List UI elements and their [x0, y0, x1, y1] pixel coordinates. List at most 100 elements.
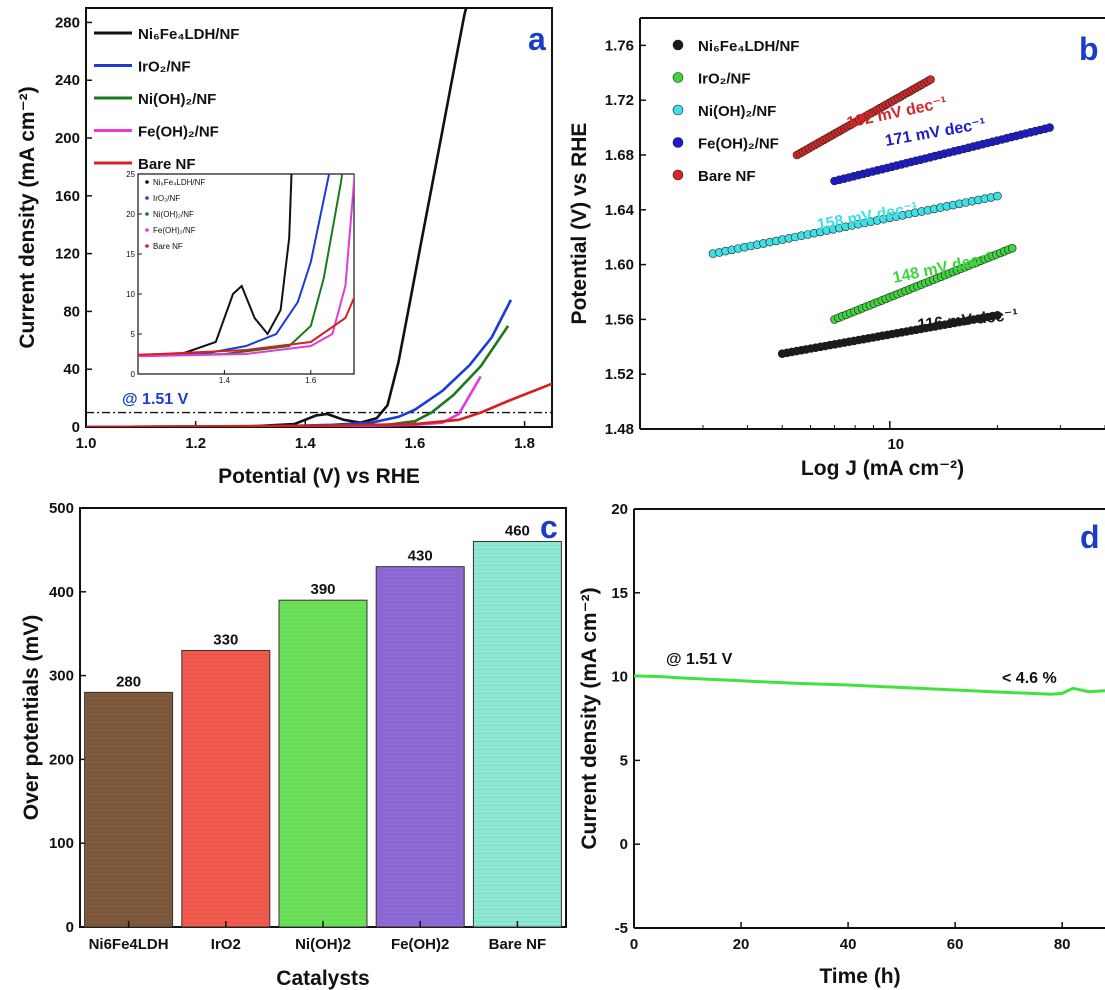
- b-legend-label: Ni₆Fe₄LDH/NF: [698, 38, 799, 55]
- d-xtick-label: 80: [1054, 936, 1071, 953]
- panel-d-letter: d: [1080, 519, 1100, 555]
- b-slope-label: 148 mV dec⁻¹: [891, 249, 994, 287]
- inset-legend-dot: [145, 228, 149, 232]
- d-series-line: [633, 674, 1105, 696]
- b-ytick-label: 1.56: [605, 311, 634, 328]
- b-data-point: [993, 191, 1002, 201]
- b-slope-label: 158 mV dec⁻¹: [816, 200, 919, 234]
- inset-series-line: [138, 174, 344, 358]
- b-ytick-label: 1.52: [605, 366, 634, 383]
- c-bar-value-label: 460: [505, 523, 530, 540]
- c-xtick-label: Ni6Fe4LDH: [89, 936, 169, 953]
- inset-legend-label: Bare NF: [153, 242, 183, 251]
- c-xtick-label: Bare NF: [489, 936, 547, 953]
- c-bar: [181, 649, 271, 928]
- b-data-point: [926, 75, 935, 84]
- a-y-axis-label: Current density (mA cm⁻²): [16, 86, 39, 348]
- c-xtick-label: Ni(OH)2: [295, 936, 351, 953]
- inset-legend-dot: [145, 180, 149, 184]
- d-annotation-decay: < 4.6 %: [1002, 670, 1057, 687]
- d-xtick-label: 0: [630, 936, 638, 953]
- panel-b-letter: b: [1079, 31, 1099, 67]
- a-legend-label: Fe(OH)₂/NF: [138, 124, 219, 141]
- c-ytick-label: 100: [49, 835, 74, 852]
- c-bar-value-label: 430: [408, 548, 433, 565]
- a-ytick-label: 240: [55, 72, 80, 89]
- a-ytick-label: 120: [55, 246, 80, 263]
- b-y-axis-label: Potential (V) vs RHE: [568, 123, 591, 325]
- panel-a-letter: a: [528, 21, 546, 57]
- a-series-line: [86, 8, 468, 427]
- inset-legend-dot: [145, 212, 149, 216]
- inset-series-line: [138, 174, 354, 358]
- b-ytick-label: 1.60: [605, 257, 634, 274]
- b-ytick-label: 1.72: [605, 92, 634, 109]
- inset-legend-label: Ni₆Fe₄LDH/NF: [153, 178, 205, 187]
- b-ytick-label: 1.76: [605, 37, 634, 54]
- panel-c-letter: c: [540, 509, 558, 545]
- inset-legend-label: Ni(OH)₂/NF: [153, 210, 194, 219]
- d-y-axis-label: Current density (mA cm⁻²): [578, 587, 601, 849]
- c-bar: [84, 691, 174, 928]
- d-xtick-label: 60: [947, 936, 964, 953]
- a-ytick-label: 40: [63, 361, 80, 378]
- c-ytick-label: 500: [49, 500, 74, 517]
- a-series-line: [86, 382, 552, 427]
- inset-series-line: [138, 174, 293, 357]
- a-xtick-label: 1.6: [405, 435, 426, 452]
- d-ytick-label: -5: [615, 920, 628, 937]
- inset-xtick-label: 1.6: [305, 376, 317, 385]
- a-x-axis-label: Potential (V) vs RHE: [218, 465, 420, 488]
- b-legend-label: IrO₂/NF: [698, 71, 751, 88]
- b-slope-label: 116 mV dec⁻¹: [917, 307, 1019, 334]
- inset-legend-label: Fe(OH)₂/NF: [153, 226, 196, 235]
- panel-b-tafel-plot: 1.48 1.52 1.56 1.60 1.64 1.68 1.72 1.76 10 Log J …: [568, 17, 1105, 480]
- panel-c-overpotential-bars: 0 100 200 300 400 500 280 Ni6Fe4LDH 330 IrO2 390 Ni…: [20, 500, 567, 990]
- d-ytick-label: 5: [620, 752, 628, 769]
- b-ytick-label: 1.48: [605, 421, 634, 438]
- a-xtick-label: 1.8: [514, 435, 535, 452]
- c-ytick-label: 400: [49, 584, 74, 601]
- c-xtick-label: IrO2: [211, 936, 241, 953]
- a-legend-label: IrO₂/NF: [138, 59, 191, 76]
- b-legend-label: Fe(OH)₂/NF: [698, 136, 779, 153]
- c-xtick-label: Fe(OH)2: [391, 936, 449, 953]
- inset-frame: [137, 173, 355, 375]
- b-data-point: [993, 310, 1002, 320]
- d-annotation-potential: @ 1.51 V: [666, 651, 733, 668]
- a-xtick-label: 1.0: [76, 435, 97, 452]
- c-bar-value-label: 280: [116, 673, 141, 690]
- c-bar: [278, 599, 368, 928]
- d-x-axis-label: Time (h): [819, 965, 900, 988]
- b-ytick-label: 1.68: [605, 147, 634, 164]
- c-ytick-label: 0: [66, 919, 74, 936]
- inset-curves: [138, 174, 354, 358]
- b-legend-label: Ni(OH)₂/NF: [698, 103, 776, 120]
- d-xtick-label: 20: [733, 936, 750, 953]
- b-ytick-label: 1.64: [605, 202, 635, 219]
- a-ytick-label: 80: [63, 303, 80, 320]
- b-legend-label: Bare NF: [698, 168, 756, 185]
- inset-legend-dot: [145, 196, 149, 200]
- a-legend-label: Bare NF: [138, 156, 196, 173]
- a-ytick-label: 160: [55, 188, 80, 205]
- d-ytick-label: 10: [611, 669, 628, 686]
- a-xtick-label: 1.4: [295, 435, 317, 452]
- c-bar: [472, 541, 562, 928]
- b-legend-marker: [672, 169, 684, 181]
- panel-a-polarization-curves: 1.0 1.2 1.4 1.6 1.804080120160200240280Poten…: [16, 7, 553, 488]
- c-ytick-label: 300: [49, 668, 74, 685]
- b-legend-marker: [672, 137, 684, 148]
- b-data-point: [1045, 123, 1054, 132]
- d-ytick-label: 0: [620, 836, 628, 853]
- inset-ytick-label: 25: [126, 170, 135, 179]
- a-legend-label: Ni₆Fe₄LDH/NF: [138, 26, 239, 43]
- a-annotation: @ 1.51 V: [122, 391, 189, 408]
- d-xtick-label: 40: [840, 936, 857, 953]
- a-xtick-label: 1.2: [185, 435, 206, 452]
- inset-xtick-label: 1.4: [219, 376, 231, 385]
- inset-legend-dot: [145, 244, 149, 248]
- c-ytick-label: 200: [49, 751, 74, 768]
- c-bar-value-label: 390: [310, 581, 335, 598]
